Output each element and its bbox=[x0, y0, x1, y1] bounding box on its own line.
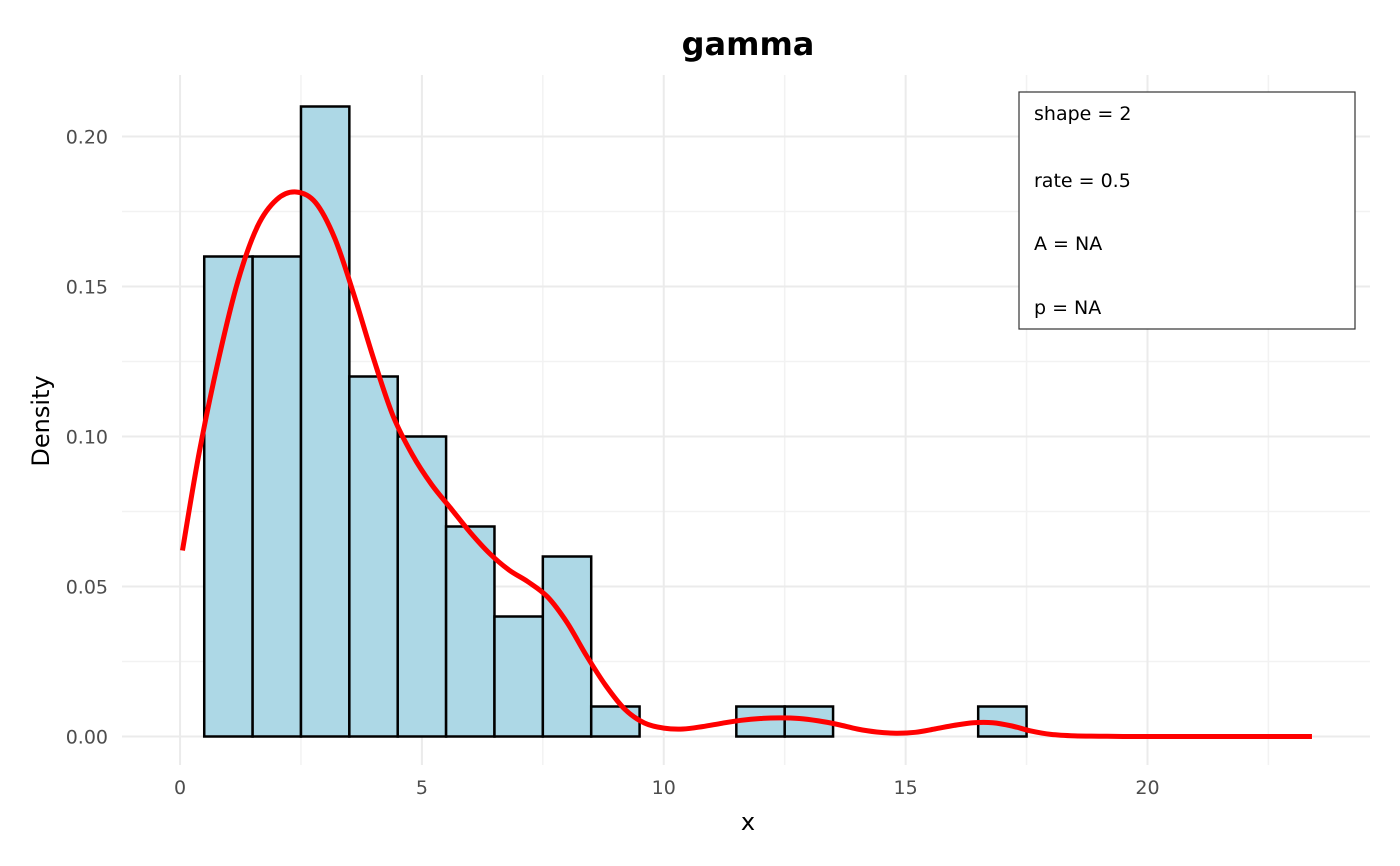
histogram-bars bbox=[202, 105, 1028, 738]
x-tick-labels: 0 5 10 15 20 bbox=[174, 777, 1160, 799]
histogram-bar bbox=[493, 615, 545, 738]
chart-title: gamma bbox=[682, 25, 815, 63]
x-tick-label: 10 bbox=[652, 777, 676, 799]
annotation-shape: shape = 2 bbox=[1034, 103, 1131, 125]
histogram-bar bbox=[202, 255, 254, 738]
x-tick-label: 0 bbox=[174, 777, 186, 799]
y-tick-label: 0.15 bbox=[66, 277, 108, 299]
labels-layer: gamma x Density bbox=[27, 25, 814, 836]
histogram-bar bbox=[589, 705, 641, 738]
x-tick-label: 20 bbox=[1135, 777, 1159, 799]
histogram-bar bbox=[299, 105, 351, 738]
histogram-bar bbox=[396, 435, 448, 738]
annotation-p: p = NA bbox=[1034, 297, 1101, 319]
y-axis-title: Density bbox=[27, 375, 55, 466]
x-axis-title: x bbox=[741, 808, 755, 836]
histogram-bar bbox=[348, 375, 399, 738]
histogram-bar bbox=[251, 255, 303, 738]
y-tick-label: 0.00 bbox=[66, 727, 108, 749]
annotation-box-frame bbox=[1018, 91, 1356, 330]
annotation-a: A = NA bbox=[1034, 233, 1102, 255]
histogram-bar bbox=[444, 525, 496, 738]
y-tick-labels: 0.00 0.05 0.10 0.15 0.20 bbox=[66, 127, 108, 749]
annotation-box: shape = 2 rate = 0.5 A = NA p = NA bbox=[1018, 91, 1356, 330]
annotation-rate: rate = 0.5 bbox=[1034, 170, 1131, 192]
x-tick-label: 15 bbox=[894, 777, 918, 799]
density-curve bbox=[180, 189, 1312, 740]
x-tick-label: 5 bbox=[416, 777, 428, 799]
density-curve-layer bbox=[180, 189, 1312, 740]
y-tick-label: 0.20 bbox=[66, 127, 108, 149]
y-tick-label: 0.05 bbox=[66, 577, 108, 599]
y-tick-label: 0.10 bbox=[66, 427, 108, 449]
